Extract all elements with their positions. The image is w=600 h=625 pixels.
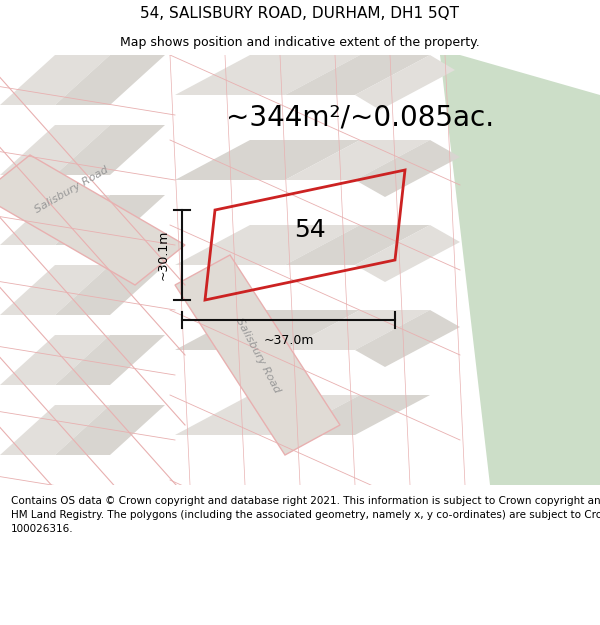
Polygon shape [0,125,110,175]
Polygon shape [55,335,165,385]
Polygon shape [0,155,185,285]
Polygon shape [175,255,340,455]
Polygon shape [285,395,430,435]
Polygon shape [355,225,460,282]
Text: Map shows position and indicative extent of the property.: Map shows position and indicative extent… [120,36,480,49]
Polygon shape [55,55,165,105]
Polygon shape [285,310,430,350]
Polygon shape [55,265,165,315]
Polygon shape [55,195,165,245]
Text: Contains OS data © Crown copyright and database right 2021. This information is : Contains OS data © Crown copyright and d… [11,496,600,534]
Text: ~30.1m: ~30.1m [157,230,170,280]
Polygon shape [285,55,430,95]
Polygon shape [355,55,455,110]
Polygon shape [0,265,110,315]
Polygon shape [285,140,430,180]
Polygon shape [0,195,110,245]
Polygon shape [0,405,110,455]
Polygon shape [440,55,600,485]
Polygon shape [175,310,360,350]
Polygon shape [175,140,360,180]
Polygon shape [175,55,360,95]
Polygon shape [0,335,110,385]
Text: 54: 54 [294,218,326,242]
Polygon shape [175,225,360,265]
Polygon shape [285,225,430,265]
Polygon shape [55,405,165,455]
Polygon shape [355,310,460,367]
Text: Salisbury Road: Salisbury Road [34,165,110,215]
Text: Salisbury Road: Salisbury Road [234,316,282,394]
Polygon shape [0,55,110,105]
Polygon shape [355,140,460,197]
Polygon shape [55,125,165,175]
Text: 54, SALISBURY ROAD, DURHAM, DH1 5QT: 54, SALISBURY ROAD, DURHAM, DH1 5QT [140,6,460,21]
Polygon shape [175,395,360,435]
Text: ~37.0m: ~37.0m [263,334,314,347]
Text: ~344m²/~0.085ac.: ~344m²/~0.085ac. [226,103,494,131]
